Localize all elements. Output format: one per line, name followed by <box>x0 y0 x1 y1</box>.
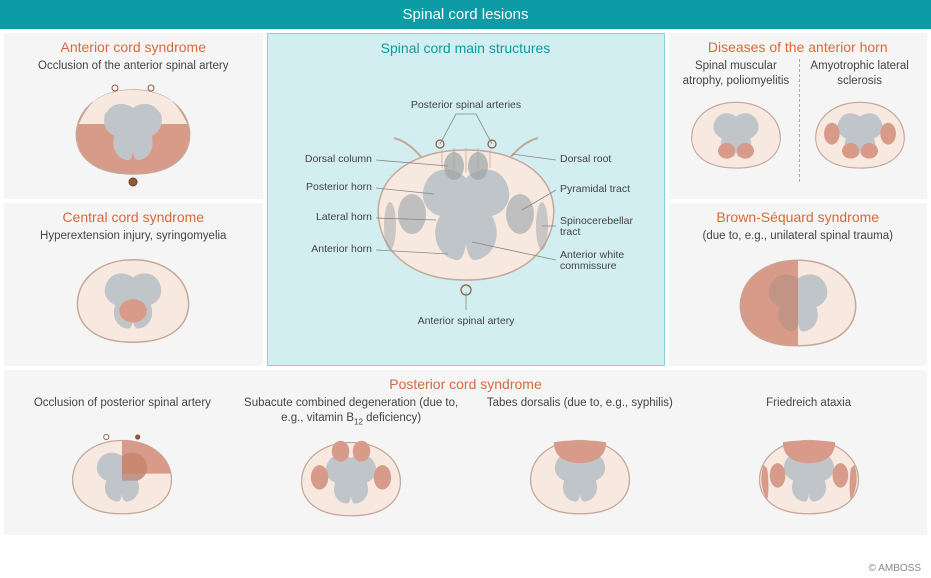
lbl-ph: Posterior horn <box>306 181 372 193</box>
top-grid: Anterior cord syndrome Occlusion of the … <box>0 29 931 370</box>
post-diagram-1 <box>286 432 416 528</box>
lbl-asa: Anterior spinal artery <box>417 315 515 327</box>
post-sub-2: Tabes dorsalis (due to, e.g., syphilis) <box>470 396 691 426</box>
ahorn-title: Diseases of the anterior horn <box>677 39 920 55</box>
lbl-psa: Posterior spinal arteries <box>410 99 520 111</box>
anterior-diagram <box>63 78 203 193</box>
lbl-ah: Anterior horn <box>311 243 372 255</box>
panel-brown: Brown-Séquard syndrome (due to, e.g., un… <box>669 203 928 366</box>
ahorn-left-diagram <box>681 93 791 179</box>
central-sub: Hyperextension injury, syringomyelia <box>12 229 255 244</box>
copyright: © AMBOSS <box>869 563 921 574</box>
lbl-sct-2: tract <box>560 226 581 238</box>
brown-title: Brown-Séquard syndrome <box>677 209 920 225</box>
lbl-awc-2: commissure <box>560 260 617 272</box>
brown-diagram <box>723 248 873 360</box>
main-title: Spinal cord lesions <box>0 0 931 29</box>
ahorn-right-diagram <box>805 93 915 179</box>
ahorn-left-sub: Spinal muscular atrophy, poliomyelitis <box>677 59 796 89</box>
panel-central: Central cord syndrome Hyperextension inj… <box>4 203 263 366</box>
panel-posterior: Posterior cord syndrome Occlusion of pos… <box>4 370 927 535</box>
post-diagram-0 <box>57 430 187 526</box>
lbl-dr: Dorsal root <box>560 153 611 165</box>
central-diagram <box>63 248 203 356</box>
post-diagram-2 <box>515 430 645 526</box>
anterior-sub: Occlusion of the anterior spinal artery <box>12 59 255 74</box>
posterior-title: Posterior cord syndrome <box>12 376 919 392</box>
lbl-pt: Pyramidal tract <box>560 183 630 195</box>
panel-anterior: Anterior cord syndrome Occlusion of the … <box>4 33 263 199</box>
lbl-dc: Dorsal column <box>304 153 371 165</box>
ahorn-right-sub: Amyotrophic lateral sclerosis <box>800 59 919 89</box>
center-title: Spinal cord main structures <box>276 40 656 56</box>
panel-anterior-horn: Diseases of the anterior horn Spinal mus… <box>669 33 928 199</box>
brown-sub: (due to, e.g., unilateral spinal trauma) <box>677 229 920 244</box>
central-title: Central cord syndrome <box>12 209 255 225</box>
panel-center: Spinal cord main structures <box>267 33 665 366</box>
post-sub-0: Occlusion of posterior spinal artery <box>12 396 233 426</box>
post-sub-3: Friedreich ataxia <box>698 396 919 426</box>
post-sub-1: Subacute combined degeneration (due to, … <box>241 396 462 428</box>
lbl-lh: Lateral horn <box>315 211 371 223</box>
anterior-title: Anterior cord syndrome <box>12 39 255 55</box>
center-diagram: Posterior spinal arteries Dorsal column … <box>276 60 656 358</box>
post-diagram-3 <box>744 430 874 526</box>
